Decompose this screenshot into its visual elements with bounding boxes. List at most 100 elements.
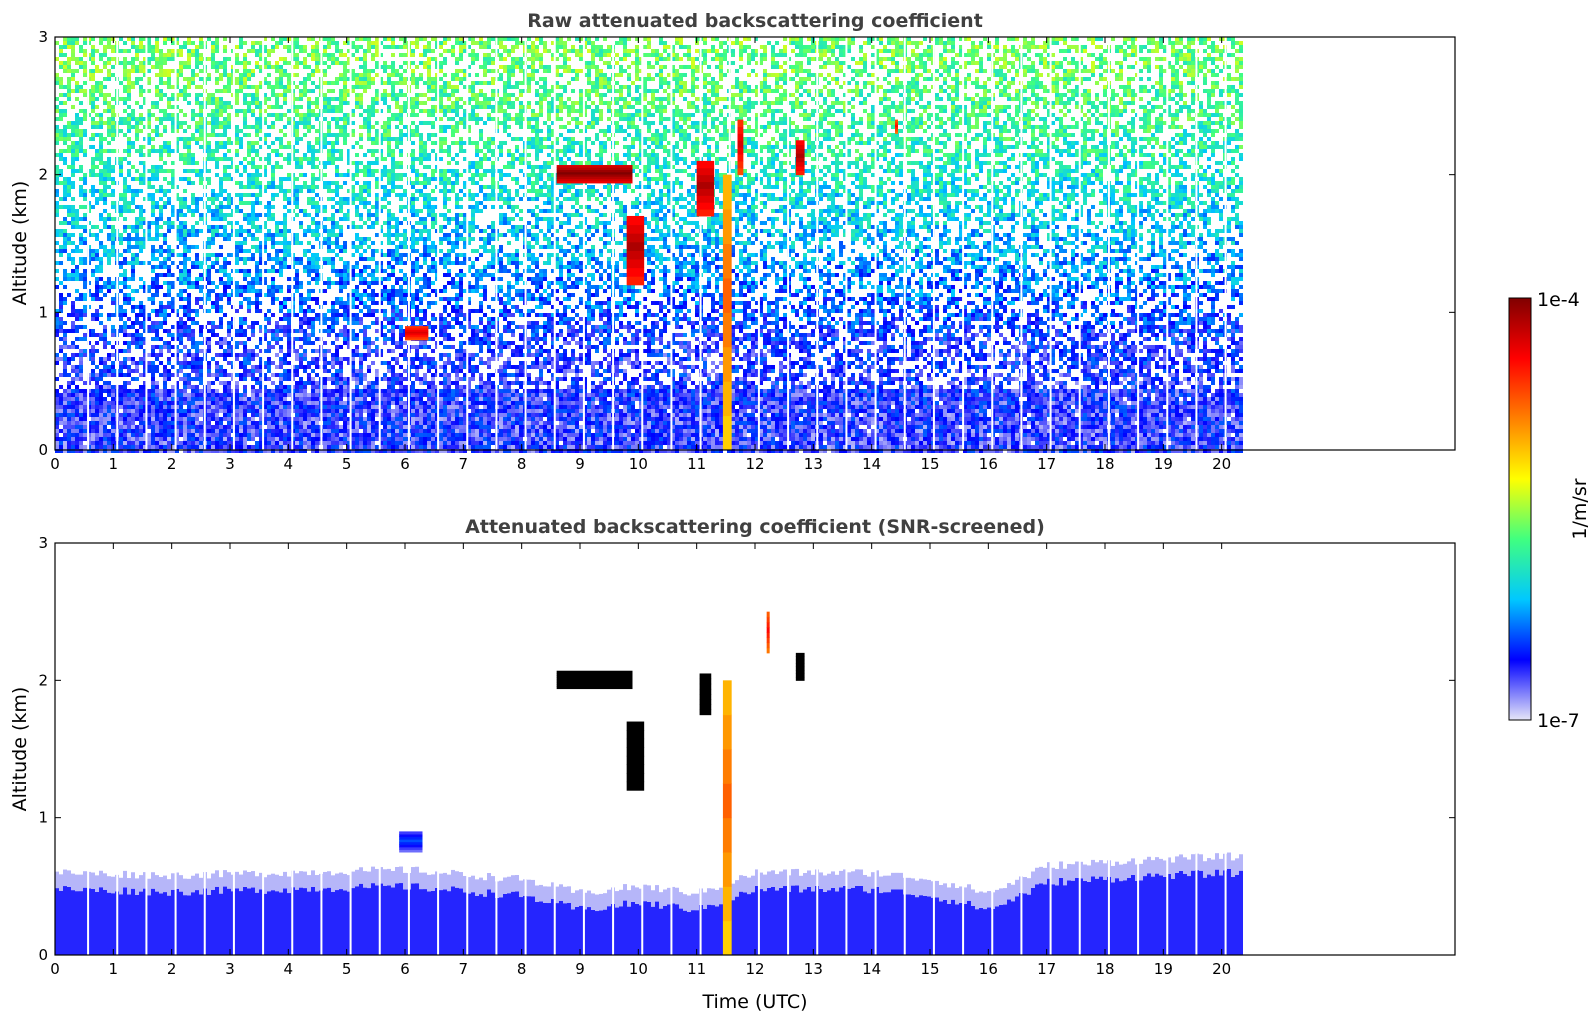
raw-pixel <box>127 397 131 401</box>
raw-pixel <box>335 309 339 313</box>
raw-pixel <box>255 237 259 241</box>
raw-pixel <box>103 365 107 369</box>
raw-pixel <box>191 213 195 217</box>
raw-pixel <box>271 185 275 189</box>
raw-pixel <box>271 245 275 249</box>
raw-pixel <box>215 397 219 401</box>
raw-pixel <box>107 393 111 397</box>
raw-pixel <box>243 169 247 173</box>
raw-pixel <box>135 329 139 333</box>
raw-pixel <box>59 137 63 141</box>
raw-pixel <box>279 269 283 273</box>
raw-pixel <box>207 337 211 341</box>
raw-pixel <box>131 425 135 429</box>
raw-pixel <box>171 389 175 393</box>
raw-pixel <box>107 165 111 169</box>
raw-pixel <box>303 429 307 433</box>
raw-pixel <box>307 401 311 405</box>
raw-pixel <box>267 65 271 69</box>
raw-pixel <box>195 353 199 357</box>
raw-pixel <box>99 69 103 73</box>
raw-pixel <box>107 433 111 437</box>
raw-pixel <box>95 313 99 317</box>
raw-pixel <box>163 413 167 417</box>
raw-pixel <box>79 49 83 53</box>
raw-pixel <box>279 401 283 405</box>
raw-pixel <box>227 425 231 429</box>
raw-pixel <box>139 393 143 397</box>
raw-pixel <box>75 289 79 293</box>
raw-pixel <box>227 57 231 61</box>
raw-pixel <box>147 117 151 121</box>
raw-pixel <box>59 321 63 325</box>
raw-pixel <box>331 409 335 413</box>
raw-pixel <box>251 433 255 437</box>
raw-pixel <box>219 425 223 429</box>
raw-pixel <box>315 385 319 389</box>
raw-pixel <box>163 293 167 297</box>
raw-pixel <box>171 253 175 257</box>
raw-pixel <box>223 357 227 361</box>
raw-pixel <box>63 41 67 45</box>
raw-pixel <box>119 97 123 101</box>
raw-pixel <box>127 161 131 165</box>
raw-pixel <box>159 401 163 405</box>
raw-pixel <box>195 349 199 353</box>
raw-pixel <box>335 45 339 49</box>
raw-pixel <box>251 349 255 353</box>
raw-pixel <box>219 205 223 209</box>
raw-pixel <box>335 337 339 341</box>
raw-pixel <box>83 305 87 309</box>
raw-pixel <box>215 173 219 177</box>
raw-pixel <box>299 281 303 285</box>
raw-pixel <box>135 149 139 153</box>
raw-pixel <box>159 165 163 169</box>
raw-pixel <box>315 117 319 121</box>
raw-pixel <box>187 361 191 365</box>
raw-pixel <box>75 405 79 409</box>
raw-pixel <box>327 121 331 125</box>
raw-pixel <box>123 109 127 113</box>
raw-pixel <box>211 197 215 201</box>
raw-pixel <box>183 425 187 429</box>
raw-pixel <box>71 437 75 441</box>
raw-pixel <box>123 133 127 137</box>
raw-pixel <box>139 301 143 305</box>
raw-pixel <box>159 261 163 265</box>
raw-pixel <box>179 153 183 157</box>
raw-pixel <box>187 81 191 85</box>
raw-pixel <box>151 177 155 181</box>
raw-pixel <box>163 389 167 393</box>
raw-pixel <box>167 221 171 225</box>
raw-pixel <box>147 177 151 181</box>
raw-pixel <box>303 437 307 441</box>
raw-pixel <box>147 61 151 65</box>
raw-pixel <box>271 433 275 437</box>
raw-pixel <box>167 269 171 273</box>
raw-pixel <box>99 57 103 61</box>
raw-pixel <box>239 437 243 441</box>
raw-pixel <box>271 417 275 421</box>
raw-pixel <box>91 349 95 353</box>
raw-pixel <box>199 57 203 61</box>
raw-pixel <box>135 233 139 237</box>
raw-pixel <box>199 405 203 409</box>
raw-pixel <box>195 341 199 345</box>
raw-pixel <box>99 121 103 125</box>
raw-pixel <box>331 353 335 357</box>
raw-pixel <box>219 305 223 309</box>
raw-pixel <box>139 341 143 345</box>
raw-pixel <box>323 361 327 365</box>
raw-pixel <box>75 421 79 425</box>
raw-pixel <box>331 433 335 437</box>
raw-pixel <box>311 177 315 181</box>
raw-pixel <box>67 421 71 425</box>
raw-pixel <box>287 145 291 149</box>
raw-pixel <box>219 73 223 77</box>
raw-pixel <box>107 385 111 389</box>
raw-pixel <box>99 265 103 269</box>
raw-pixel <box>295 233 299 237</box>
raw-pixel <box>207 77 211 81</box>
raw-pixel <box>183 413 187 417</box>
raw-pixel <box>251 213 255 217</box>
